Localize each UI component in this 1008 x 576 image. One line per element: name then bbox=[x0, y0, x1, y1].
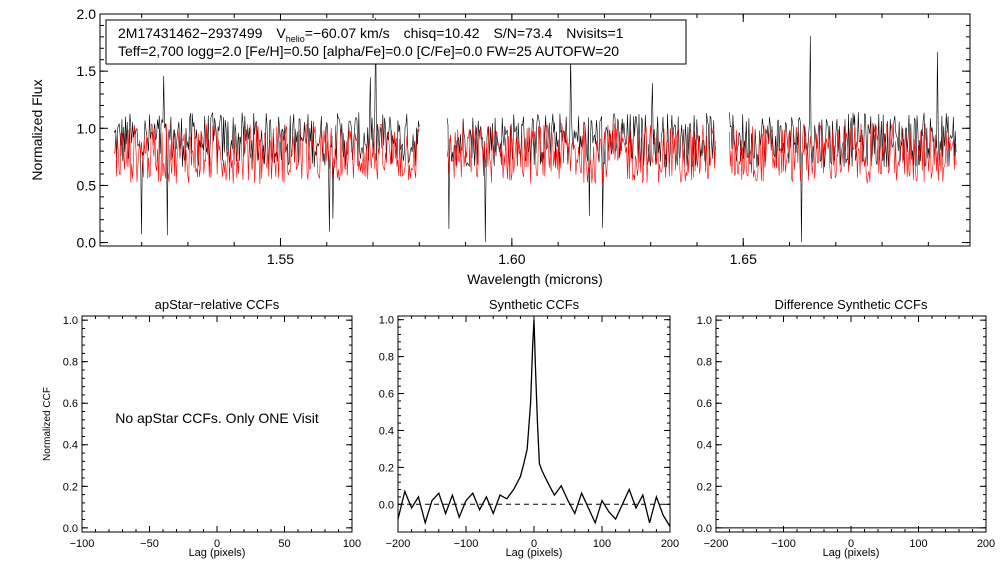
difference_ccf-x-tick-label: 100 bbox=[909, 538, 927, 550]
synthetic-xlabel: Lag (pixels) bbox=[506, 547, 563, 559]
header-vhelio-subscript: helio bbox=[286, 34, 305, 44]
apstar_ccf-x-tick-label: 100 bbox=[343, 538, 361, 550]
synthetic_ccf-x-tick-label: 200 bbox=[661, 538, 679, 550]
difference_ccf-x-tick-label: −100 bbox=[771, 538, 796, 550]
apstar_ccf-x-tick-label: −100 bbox=[70, 538, 95, 550]
header-line1: 2M17431462−2937499 Vhelio=−60.07 km/s chis… bbox=[118, 25, 624, 44]
apstar-title: apStar−relative CCFs bbox=[155, 297, 280, 312]
apstar_ccf-x-tick-label: 50 bbox=[278, 538, 290, 550]
apstar_ccf-y-tick-label: 0.6 bbox=[63, 398, 78, 410]
spectrum-ylabel: Normalized Flux bbox=[29, 79, 45, 180]
spectrum-line-chip-2 bbox=[446, 54, 716, 243]
difference-plot-frame bbox=[715, 315, 987, 533]
apstar_ccf-y-tick-label: 0.0 bbox=[63, 523, 78, 535]
synthetic-plot-frame bbox=[397, 315, 671, 533]
apstar_ccf-y-tick-label: 0.4 bbox=[63, 440, 78, 452]
difference_ccf-y-tick-label: 0.8 bbox=[697, 357, 712, 369]
difference_ccf-y-tick-label: 0.2 bbox=[697, 481, 712, 493]
header-info-box bbox=[105, 19, 687, 65]
spectrum-line-chip-3 bbox=[729, 35, 957, 243]
header-line2: Teff=2,700 logg=2.0 [Fe/H]=0.50 [alpha/F… bbox=[118, 43, 619, 59]
header-vhelio-value: =−60.07 km/s bbox=[305, 25, 390, 41]
model-line-chip-1 bbox=[113, 123, 420, 185]
synthetic_ccf-x-tick-label: −100 bbox=[454, 538, 479, 550]
spectrum-ticks: 1.55 1.60 1.65 0.0 0.5 1.0 1.5 2.0 bbox=[77, 6, 970, 267]
apstar_ccf-y-tick-label: 1.0 bbox=[63, 315, 78, 327]
synthetic_ccf-y-tick-label: 0.6 bbox=[379, 388, 394, 400]
spectrum-y-tick-label: 1.5 bbox=[77, 63, 97, 79]
apstar-ticks: −100 −50 0 50 100 0.0 0.2 0.4 0.6 0.8 1.0 bbox=[63, 315, 361, 550]
header-chisq: chisq=10.42 bbox=[404, 25, 480, 41]
apstar-xlabel: Lag (pixels) bbox=[189, 547, 246, 559]
synthetic_ccf-y-tick-label: 0.0 bbox=[379, 499, 394, 511]
apstar_ccf-y-tick-label: 0.8 bbox=[63, 357, 78, 369]
synthetic_ccf-y-tick-label: 1.0 bbox=[379, 315, 394, 327]
apstar_ccf-x-tick-label: −50 bbox=[140, 538, 159, 550]
model-line-chip-3 bbox=[729, 122, 957, 184]
synthetic_ccf-y-tick-label: 0.2 bbox=[379, 462, 394, 474]
synthetic_ccf-y-tick-label: 0.4 bbox=[379, 425, 394, 437]
synthetic-ccf-panel: −200 −100 0 100 200 0.0 0.2 0.4 0.6 0.8 1.0 Synthe… bbox=[379, 297, 679, 559]
spectrum-plot-frame bbox=[99, 13, 971, 247]
difference-ticks: −200 −100 0 100 200 0.0 0.2 0.4 0.6 0.8 1.0 bbox=[697, 315, 995, 550]
spectrum-x-tick-label: 1.65 bbox=[730, 251, 757, 267]
difference-title: Difference Synthetic CCFs bbox=[775, 297, 928, 312]
header-vhelio-symbol: V bbox=[276, 25, 286, 41]
apstar-ylabel: Normalized CCF bbox=[42, 387, 53, 461]
spectrum-series-group bbox=[113, 17, 957, 243]
apstar-annotation: No apStar CCFs. Only ONE Visit bbox=[115, 410, 319, 426]
spectrum-xlabel: Wavelength (microns) bbox=[467, 271, 603, 287]
synthetic_ccf-x-tick-label: −200 bbox=[386, 538, 411, 550]
spectrum-y-tick-label: 0.0 bbox=[77, 235, 97, 251]
synthetic-ccf-series bbox=[397, 319, 671, 527]
synthetic-title: Synthetic CCFs bbox=[489, 297, 580, 312]
synthetic-ticks: −200 −100 0 100 200 0.0 0.2 0.4 0.6 0.8 1.0 bbox=[379, 315, 679, 550]
difference-ccf-panel: −200 −100 0 100 200 0.0 0.2 0.4 0.6 0.8 1.0 Differ… bbox=[697, 297, 995, 559]
apstar_ccf-x-tick-label: 0 bbox=[214, 538, 220, 550]
spectrum-y-tick-label: 0.5 bbox=[77, 177, 97, 193]
apstar_ccf-y-tick-label: 0.2 bbox=[63, 481, 78, 493]
spectrum-y-tick-label: 2.0 bbox=[77, 6, 97, 22]
model-line-chip-2 bbox=[446, 123, 716, 184]
difference-xlabel: Lag (pixels) bbox=[823, 547, 880, 559]
header-star-id: 2M17431462−2937499 bbox=[118, 25, 263, 41]
difference_ccf-x-tick-label: 0 bbox=[848, 538, 854, 550]
difference_ccf-x-tick-label: 200 bbox=[977, 538, 995, 550]
difference_ccf-y-tick-label: 0.4 bbox=[697, 440, 712, 452]
synthetic_ccf-x-tick-label: 100 bbox=[593, 538, 611, 550]
header-nvisits: Nvisits=1 bbox=[566, 25, 623, 41]
header-sn: S/N=73.4 bbox=[494, 25, 553, 41]
difference_ccf-y-tick-label: 0.0 bbox=[697, 523, 712, 535]
synthetic_ccf-x-tick-label: 0 bbox=[531, 538, 537, 550]
difference_ccf-y-tick-label: 0.6 bbox=[697, 398, 712, 410]
spectrum-x-tick-label: 1.60 bbox=[498, 251, 525, 267]
spectrum-x-tick-label: 1.55 bbox=[267, 251, 294, 267]
synthetic_ccf-y-tick-label: 0.8 bbox=[379, 352, 394, 364]
difference_ccf-x-tick-label: −200 bbox=[704, 538, 729, 550]
difference_ccf-y-tick-label: 1.0 bbox=[697, 315, 712, 327]
apstar-ccf-panel: −100 −50 0 50 100 0.0 0.2 0.4 0.6 0.8 1.0 apStar−r… bbox=[42, 297, 361, 559]
spectrum-y-tick-label: 1.0 bbox=[77, 120, 97, 136]
spectrum-panel: 1.55 1.60 1.65 0.0 0.5 1.0 1.5 2.0 Wavelength (… bbox=[29, 6, 971, 287]
